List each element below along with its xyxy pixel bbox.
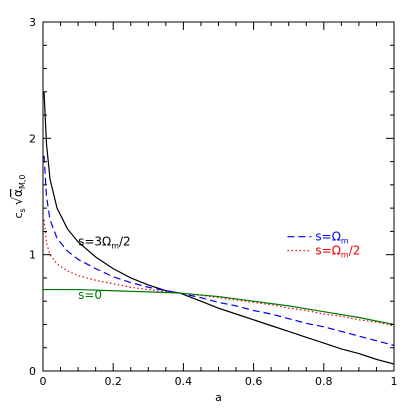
- ticks-group: 0 0.2 0.4 0.6 0.8 1 0 1 2 3: [29, 16, 398, 388]
- ann-s1: s=Ωm: [315, 230, 348, 246]
- x-tick-label: 0.2: [104, 375, 122, 388]
- y-tick-label: 0: [29, 365, 36, 378]
- series-group: [43, 91, 394, 365]
- ann-s3: s=3Ωm/2: [78, 234, 131, 250]
- y-tick-label: 1: [29, 249, 36, 262]
- x-tick-label: 0.6: [245, 375, 263, 388]
- y-tick-label: 3: [29, 16, 36, 29]
- x-axis-label: a: [215, 391, 222, 404]
- x-tick-label: 0.8: [315, 375, 333, 388]
- ann-s0: s=0: [78, 288, 102, 302]
- x-tick-label: 1: [391, 375, 398, 388]
- series-line-1: [43, 155, 394, 346]
- series-line-3: [43, 288, 394, 326]
- annotations-group: s=3Ωm/2 s=Ωms=Ωm/2 s=0: [78, 230, 360, 302]
- x-tick-label: 0.4: [175, 375, 193, 388]
- y-tick-label: 2: [29, 132, 36, 145]
- x-tick-label: 0: [40, 375, 47, 388]
- plot-frame: [42, 21, 395, 372]
- y-axis-label-group: cs√αM,0: [11, 175, 27, 219]
- y-axis-label: cs√αM,0: [11, 175, 27, 219]
- series-line-0: [43, 91, 394, 365]
- ann-sh: s=Ωm/2: [315, 244, 360, 260]
